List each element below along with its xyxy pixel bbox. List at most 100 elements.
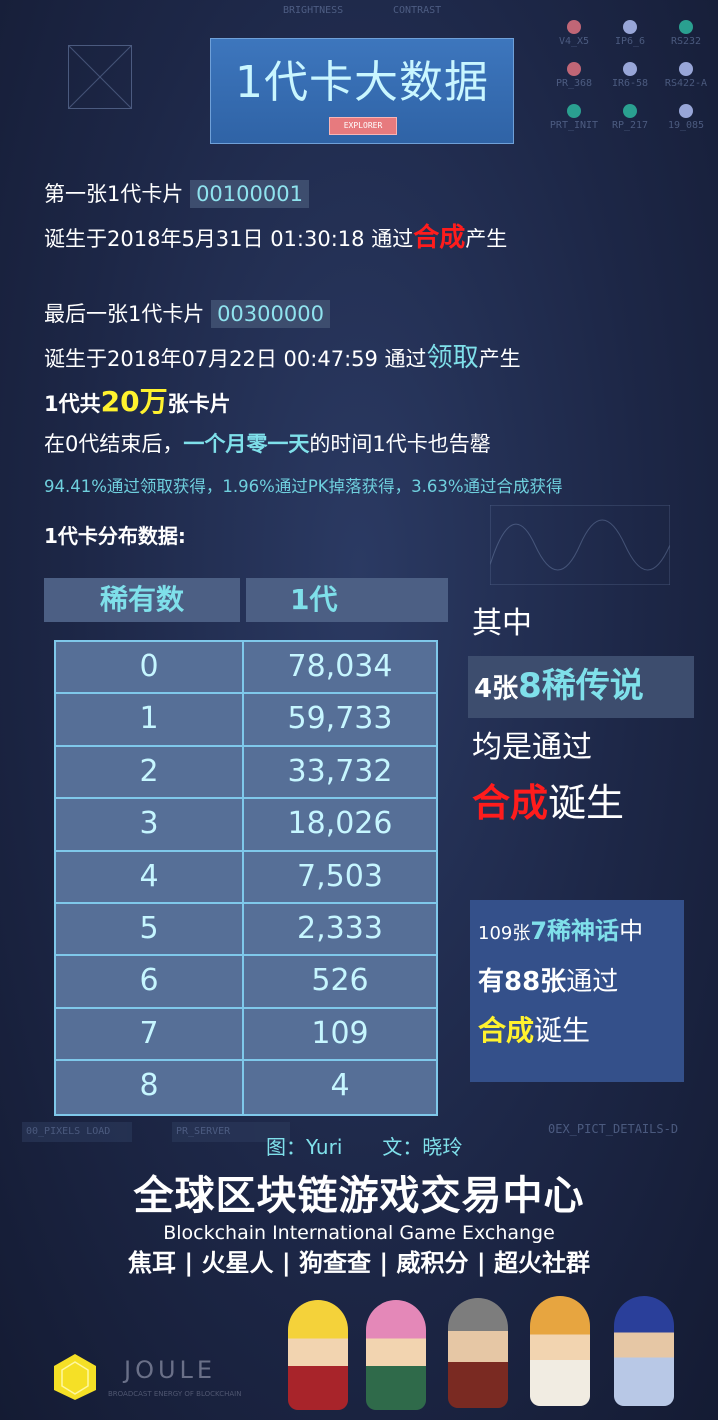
credit-text: 文：晓玲 [382,1135,463,1159]
knob: IP6_6 [602,14,658,48]
count-cell: 7,503 [297,858,383,894]
table-row: 0 78,034 [56,642,436,695]
table-row: 2 33,732 [56,746,436,800]
first-card-id: 00100001 [190,180,309,208]
hud-pixels-load: 00_PIXELS LOAD [22,1122,132,1142]
footer-title: 全球区块链游戏交易中心 [133,1173,585,1219]
knob: 19_085 [658,98,714,132]
method-highlight: 领取 [426,343,479,373]
last-card-label: 最后一张1代卡片 [44,302,205,326]
duration-prefix: 在0代结束后， [44,432,184,456]
hud-details: 0EX_PICT_DETAILS-D [548,1122,679,1136]
distribution-title: 1代卡分布数据: [44,524,186,548]
rarity-cell: 7 [56,1008,244,1060]
rarity-cell: 4 [56,851,244,902]
character-4-image [530,1296,590,1406]
rarity-cell: 8 [56,1061,244,1114]
callout2-prefix: 109张 [478,923,531,944]
rarity-cell: 2 [56,746,244,798]
count-cell: 526 [311,963,369,999]
callout1-line1: 其中 [472,606,532,641]
knob: RS232 [658,14,714,48]
callout1-count: 4张 [474,674,519,704]
character-3-image [448,1298,508,1408]
knob: RS422-A [658,56,714,90]
callout2-line2: 有88张通过 [478,966,618,998]
knob: PRT_INIT [546,98,602,132]
knob: RP_217 [602,98,658,132]
rarity-cell: 3 [56,799,244,850]
table-row: 3 18,026 [56,799,436,852]
footer-partners: 焦耳 | 火星人 | 狗查查 | 威积分 | 超火社群 [128,1249,590,1277]
total-suffix: 张卡片 [167,392,231,416]
duration-highlight: 一个月零一天 [183,432,310,456]
last-card-born: 诞生于2018年07月22日 00:47:59 通过领取产生 [44,342,521,375]
callout1-line4: 合成诞生 [472,780,624,826]
table-row: 7 109 [56,1008,436,1062]
callout1-suffix: 诞生 [548,781,625,825]
callout1-highlight: 4张8稀传说 [468,656,694,718]
credits: 图：Yuri 文：晓玲 [266,1134,462,1160]
callout1-line3: 均是通过 [472,730,592,765]
count-cell: 4 [330,1068,350,1104]
hud-contrast: CONTRAST [393,5,442,16]
last-card-id: 00300000 [211,300,330,328]
knob: IR6-58 [602,56,658,90]
joule-logo-icon [54,1354,96,1400]
percentages: 94.41%通过领取获得，1.96%通过PK掉落获得，3.63%通过合成获得 [44,477,563,496]
born-suffix: 产生 [478,347,521,371]
first-card-line: 第一张1代卡片 00100001 [44,180,309,208]
table-header-gen1: 1代 [246,578,448,622]
born-suffix: 产生 [465,227,508,251]
explorer-badge: EXPLORER [329,117,397,135]
table-row: 6 526 [56,956,436,1009]
callout2-suffix: 诞生 [534,1014,591,1047]
count-cell: 78,034 [287,649,393,684]
hud-knobs: V4_X5 IP6_6 RS232 PR_368 IR6-58 RS422-A … [546,14,714,132]
hud-brightness: BRIGHTNESS [283,5,344,16]
born-text: 诞生于2018年5月31日 01:30:18 通过 [44,227,414,251]
count-cell: 2,333 [297,910,383,946]
first-card-born: 诞生于2018年5月31日 01:30:18 通过合成产生 [44,222,507,255]
callout2-tail: 中 [619,917,644,945]
callout2-rarity: 7稀神话 [530,917,620,945]
count-cell: 18,026 [287,806,393,842]
rarity-cell: 0 [56,642,244,693]
callout2-line1: 109张7稀神话中 [478,916,643,949]
knob: V4_X5 [546,14,602,48]
count-cell: 33,732 [287,753,393,789]
table-row: 5 2,333 [56,903,436,957]
hud-sine-graph [490,505,670,585]
knob: PR_368 [546,56,602,90]
count-cell: 109 [311,1015,369,1051]
character-1-image [288,1300,348,1410]
total-prefix: 1代共 [44,392,101,416]
count-cell: 59,733 [287,701,393,737]
distribution-table: 0 78,034 1 59,733 2 33,732 3 18,026 4 7,503 5… [54,640,438,1116]
title-panel: 1代卡大数据 EXPLORER [210,38,514,144]
last-card-line: 最后一张1代卡片 00300000 [44,300,330,328]
duration-line: 在0代结束后，一个月零一天的时间1代卡也告罄 [44,430,491,458]
table-row: 1 59,733 [56,694,436,747]
table-header-rarity: 稀有数 [44,578,240,622]
duration-suffix: 的时间1代卡也告罄 [309,432,491,456]
rarity-cell: 1 [56,694,244,745]
callout2-count: 有88张 [478,967,567,997]
joule-tagline: BROADCAST ENERGY OF BLOCKCHAIN [108,1390,242,1398]
callout2-method: 合成 [478,1014,535,1047]
callout2-line3: 合成诞生 [478,1014,590,1048]
total-amount: 20万 [100,385,168,418]
callout2-box: 109张7稀神话中 有88张通过 合成诞生 [470,900,684,1082]
callout1-rarity: 8稀传说 [518,666,644,706]
table-row: 4 7,503 [56,851,436,904]
hud-pr-server: PR_SERVER [172,1122,290,1142]
callout1-method: 合成 [472,781,549,825]
rarity-cell: 5 [56,903,244,955]
page-title: 1代卡大数据 [235,57,489,108]
first-card-label: 第一张1代卡片 [44,182,184,206]
credit-image: 图：Yuri [266,1135,343,1159]
joule-wordmark: JOULE [124,1356,217,1384]
total-line: 1代共20万张卡片 [44,384,231,422]
callout2-through: 通过 [566,967,619,997]
